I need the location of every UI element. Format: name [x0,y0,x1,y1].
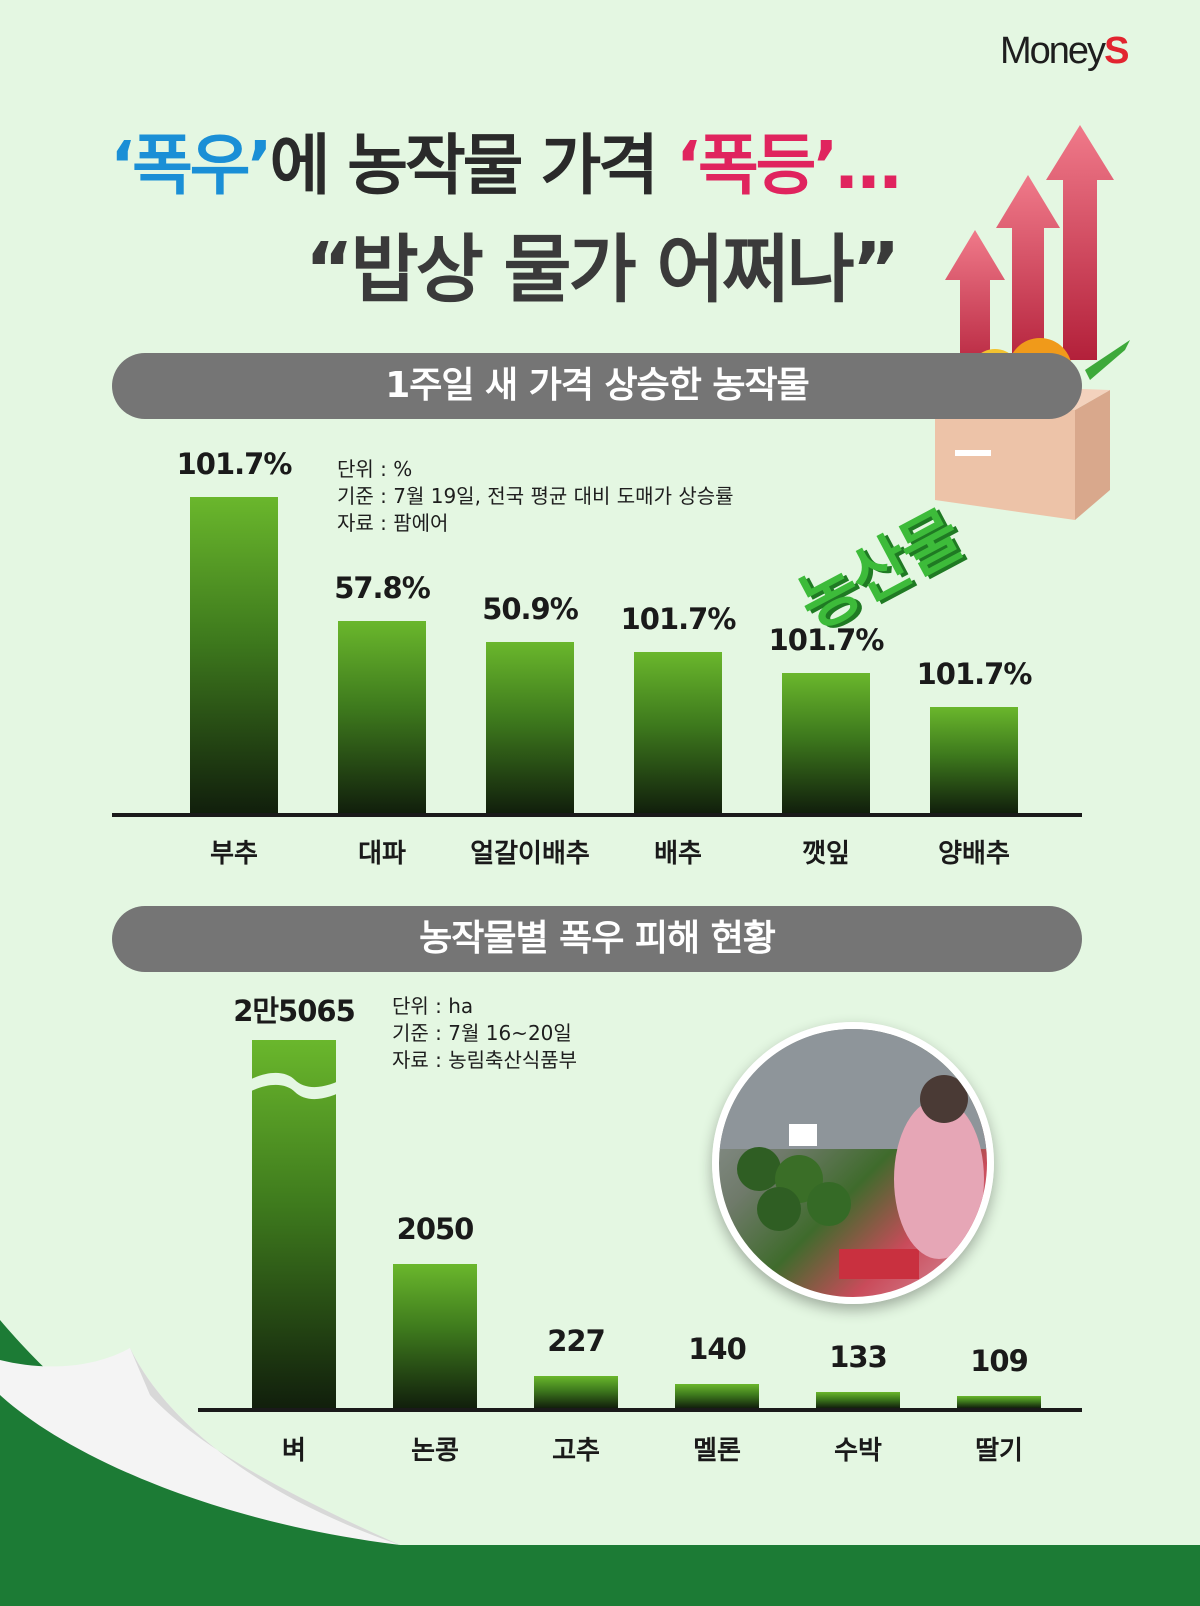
category-label: 부추 [210,839,258,869]
category-label: 멜론 [693,1436,741,1466]
section2-note-basis: 기준 : 7월 16~20일 [392,1021,572,1045]
bar-6 [957,1396,1041,1408]
bar-value-label: 109 [970,1344,1029,1378]
category-label: 대파 [358,839,406,869]
section1-note-unit: 단위 : % [337,457,413,481]
section1-notes: 단위 : % 기준 : 7월 19일, 전국 평균 대비 도매가 상승률 자료 … [337,456,734,537]
section2-note-source: 자료 : 농림축산식품부 [392,1048,578,1072]
brand-logo: MoneyS [1000,30,1129,72]
section2-note-unit: 단위 : ha [392,994,474,1018]
bar-1 [190,497,278,813]
page-curl-decoration [0,1320,400,1545]
bar-value-label: 227 [547,1324,606,1358]
rising-arrows-illustration [945,125,1114,380]
bar-value-label: 2만5065 [233,994,356,1028]
bar-value-label: 101.7% [176,447,293,481]
chart2-axis [198,1408,1082,1412]
category-label: 벼 [282,1436,306,1466]
category-label: 깻잎 [802,839,850,869]
category-label: 딸기 [975,1436,1023,1466]
section1-note-source: 자료 : 팜에어 [337,511,449,535]
category-label: 배추 [654,839,702,869]
market-photo [712,1022,994,1304]
market-photo-drawing [719,1029,987,1279]
bar-4 [675,1384,759,1408]
bar-value-label: 101.7% [768,623,885,657]
bar-value-label: 133 [829,1340,888,1374]
bar-5 [816,1392,900,1408]
footer-band [0,1545,1200,1606]
section1-note-basis: 기준 : 7월 19일, 전국 평균 대비 도매가 상승률 [337,484,734,508]
section1-title: 1주일 새 가격 상승한 농작물 [112,353,1082,419]
chart1-axis [112,813,1082,817]
category-label: 수박 [834,1436,882,1466]
category-label: 논콩 [411,1436,459,1466]
section2-title: 농작물별 폭우 피해 현황 [112,906,1082,972]
category-label: 얼갈이배추 [470,839,590,869]
headline-surge: 폭등 [697,127,816,204]
headline-rain: 폭우 [132,127,250,204]
bar-5 [782,673,870,813]
bar-4 [634,652,722,813]
bar-value-label: 140 [688,1332,747,1366]
bar-3 [486,642,574,813]
category-label: 양배추 [938,839,1010,869]
bar-value-label: 57.8% [334,571,431,605]
bar-3 [534,1376,618,1408]
bar-6 [930,707,1018,813]
axis-break-mark [242,1072,348,1100]
bar-value-label: 101.7% [916,657,1033,691]
category-label: 고추 [552,1436,600,1466]
bar-1 [252,1040,336,1408]
bar-value-label: 2050 [396,1212,475,1246]
bar-2 [393,1264,477,1408]
headline-line2: “밥상 물가 어쩌나” [305,227,900,313]
bar-2 [338,621,426,813]
bar-value-label: 101.7% [620,602,737,636]
bar-value-label: 50.9% [482,592,579,626]
headline-line1: ‘폭우’에 농작물 가격 ‘폭등’… [110,127,901,204]
section2-notes: 단위 : ha 기준 : 7월 16~20일 자료 : 농림축산식품부 [392,993,577,1074]
